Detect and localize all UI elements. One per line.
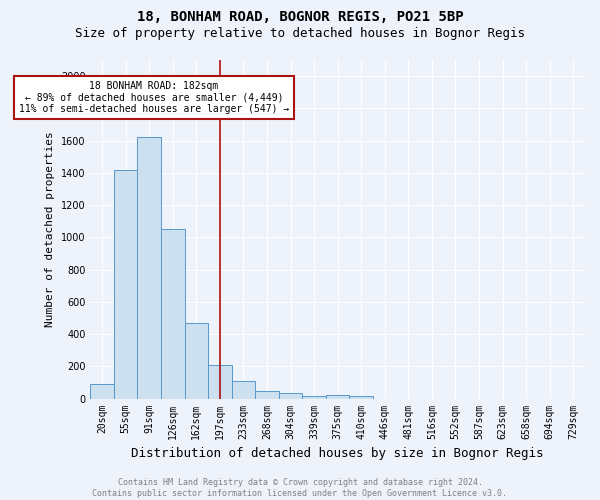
Bar — [185, 323, 208, 398]
Bar — [208, 364, 232, 398]
Bar — [302, 396, 326, 398]
Bar — [255, 392, 279, 398]
Bar — [137, 138, 161, 398]
Text: Contains HM Land Registry data © Crown copyright and database right 2024.
Contai: Contains HM Land Registry data © Crown c… — [92, 478, 508, 498]
Bar — [232, 381, 255, 398]
Bar — [279, 393, 302, 398]
X-axis label: Distribution of detached houses by size in Bognor Regis: Distribution of detached houses by size … — [131, 447, 544, 460]
Text: 18, BONHAM ROAD, BOGNOR REGIS, PO21 5BP: 18, BONHAM ROAD, BOGNOR REGIS, PO21 5BP — [137, 10, 463, 24]
Bar — [114, 170, 137, 398]
Text: Size of property relative to detached houses in Bognor Regis: Size of property relative to detached ho… — [75, 28, 525, 40]
Bar — [326, 396, 349, 398]
Bar — [91, 384, 114, 398]
Bar — [349, 396, 373, 398]
Y-axis label: Number of detached properties: Number of detached properties — [45, 132, 55, 327]
Bar — [161, 230, 185, 398]
Text: 18 BONHAM ROAD: 182sqm
← 89% of detached houses are smaller (4,449)
11% of semi-: 18 BONHAM ROAD: 182sqm ← 89% of detached… — [19, 81, 289, 114]
